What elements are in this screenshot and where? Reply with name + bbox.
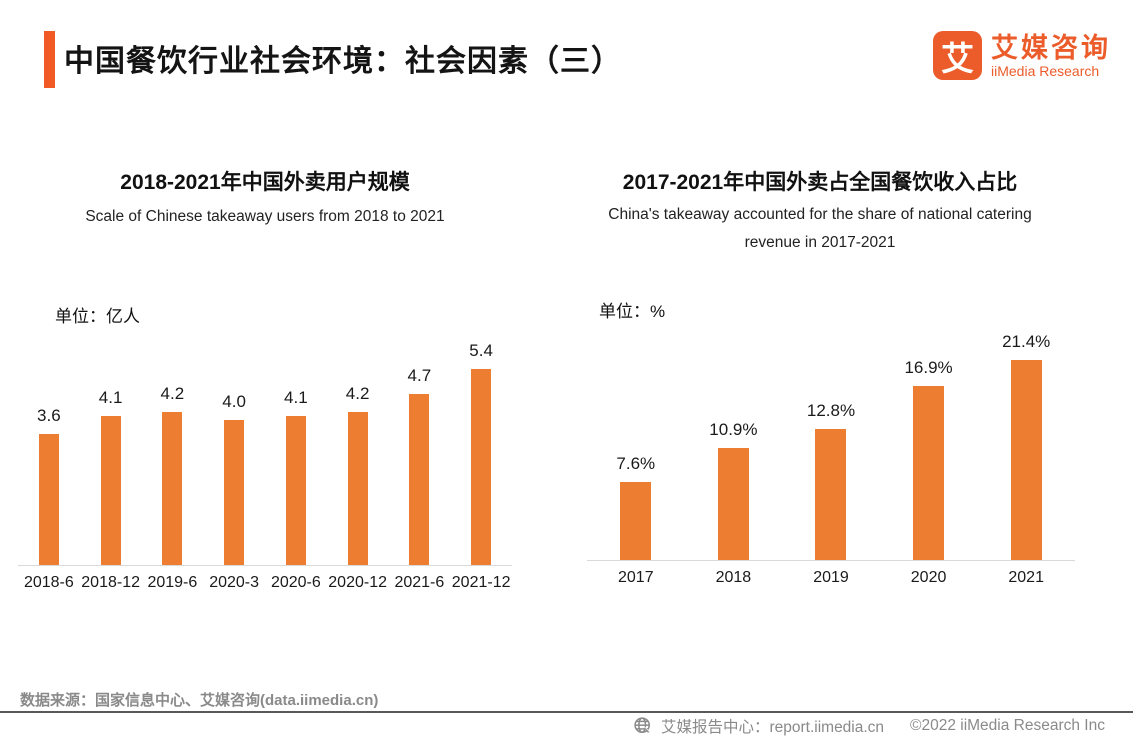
bar-2017 <box>620 482 652 560</box>
left-chart-plot: 3.6 4.1 4.2 4.0 4.1 4.2 4.7 5.4 <box>18 336 512 566</box>
x-axis-label: 2018-12 <box>81 574 140 591</box>
logo-name-en: iiMedia Research <box>991 62 1100 79</box>
x-axis-label: 2019-6 <box>147 574 198 591</box>
copyright-text: ©2022 iiMedia Research Inc <box>910 717 1105 734</box>
left-chart-title: 2018-2021年中国外卖用户规模 <box>120 171 410 194</box>
right-chart-plot: 7.6% 10.9% 12.8% 16.9% 21.4% <box>587 332 1075 561</box>
bar-value-label: 4.2 <box>345 384 370 403</box>
bar-column: 5.4 <box>450 336 512 565</box>
x-axis-label: 2020-6 <box>270 574 321 591</box>
right-chart-x-axis: 2017 2018 2019 2020 2021 <box>587 569 1075 587</box>
bar-value-label: 16.9% <box>904 358 953 377</box>
bar-column: 3.6 <box>18 336 80 565</box>
x-axis-label: 2020 <box>910 569 947 586</box>
bar-value-label: 7.6% <box>616 454 656 473</box>
bar-column: 16.9% <box>880 332 978 560</box>
bar-2020-6 <box>285 416 306 565</box>
footer-bar: 艾媒报告中心：report.iimedia.cn ©2022 iiMedia R… <box>633 715 1105 737</box>
bar-2018-12 <box>100 416 121 565</box>
bar-value-label: 4.0 <box>222 392 246 411</box>
x-axis-label: 2018 <box>715 569 752 586</box>
bar-2019 <box>815 429 847 560</box>
bar-column: 4.2 <box>142 336 204 565</box>
x-axis-label: 2020-12 <box>328 574 387 591</box>
bar-column: 4.2 <box>327 336 389 565</box>
x-axis-label: 2021-12 <box>451 574 511 591</box>
x-axis-label: 2017 <box>618 569 654 586</box>
left-chart-subtitle: Scale of Chinese takeaway users from 201… <box>85 208 445 225</box>
footer-divider <box>0 711 1133 713</box>
bar-value-label: 4.7 <box>407 366 432 385</box>
bar-2020 <box>913 386 945 560</box>
bar-column: 21.4% <box>977 332 1075 560</box>
bar-2021-12 <box>471 369 492 565</box>
x-axis-label: 2021 <box>1008 569 1044 586</box>
x-axis-label: 2020-3 <box>209 574 260 591</box>
bar-column: 10.9% <box>685 332 783 560</box>
page-title: 中国餐饮行业社会环境：社会因素（三） <box>64 45 622 78</box>
right-chart-subtitle: China's takeaway accounted for the share… <box>608 206 1032 251</box>
bar-column: 4.0 <box>203 336 265 565</box>
bar-2020-3 <box>224 420 245 565</box>
x-axis-label: 2018-6 <box>23 574 74 591</box>
bar-column: 4.7 <box>389 336 451 565</box>
left-chart-unit-label: 单位：亿人 <box>55 307 140 326</box>
logo-name-cn: 艾媒咨询 <box>991 32 1111 63</box>
bar-column: 7.6% <box>587 332 685 560</box>
bar-column: 4.1 <box>265 336 327 565</box>
report-center-text: 艾媒报告中心：report.iimedia.cn <box>660 719 885 736</box>
bar-2019-6 <box>162 412 183 565</box>
iimedia-logo-text: 艾媒咨询 iiMedia Research <box>991 33 1111 79</box>
bar-2021 <box>1010 360 1042 560</box>
right-chart-unit-label: 单位：% <box>599 302 666 321</box>
bar-2018 <box>717 448 749 560</box>
bar-2021-6 <box>409 394 430 565</box>
report-center-globe-icon <box>633 716 653 736</box>
bar-value-label: 3.6 <box>37 406 61 425</box>
iimedia-logo: 艾 艾媒咨询 iiMedia Research <box>933 31 1111 80</box>
bar-value-label: 5.4 <box>469 341 493 360</box>
bar-value-label: 21.4% <box>1002 332 1051 351</box>
x-axis-label: 2021-6 <box>394 574 445 591</box>
right-chart-title: 2017-2021年中国外卖占全国餐饮收入占比 <box>622 171 1018 194</box>
bar-2018-6 <box>38 434 59 565</box>
bar-column: 4.1 <box>80 336 142 565</box>
bar-column: 12.8% <box>782 332 880 560</box>
iimedia-logo-icon: 艾 <box>933 31 982 80</box>
bar-value-label: 10.9% <box>709 420 758 439</box>
bar-2020-12 <box>347 412 368 565</box>
data-source-note: 数据来源：国家信息中心、艾媒咨询(data.iimedia.cn) <box>20 692 379 709</box>
left-chart-x-axis: 2018-6 2018-12 2019-6 2020-3 2020-6 2020-12 20… <box>18 574 512 592</box>
x-axis-label: 2019 <box>813 569 849 586</box>
bar-value-label: 4.1 <box>284 388 308 407</box>
bar-value-label: 4.1 <box>98 388 123 407</box>
title-accent-bar <box>44 31 55 88</box>
bar-value-label: 12.8% <box>806 401 856 420</box>
bar-value-label: 4.2 <box>160 384 185 403</box>
